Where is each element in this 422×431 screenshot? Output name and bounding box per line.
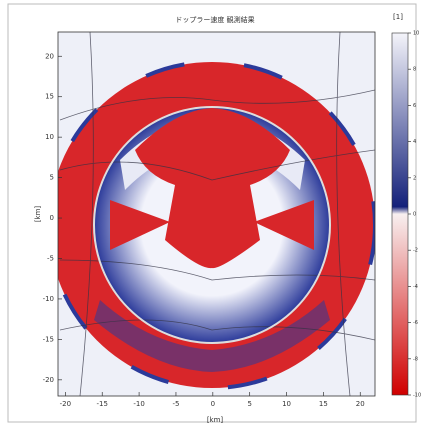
colorbar-label: [1] (393, 13, 403, 21)
x-tick-label: -5 (172, 400, 179, 408)
y-tick-label: 15 (45, 93, 54, 101)
x-tick-label: 15 (319, 400, 328, 408)
colorbar-tick-label: 0 (413, 212, 416, 218)
x-tick-label: 0 (211, 400, 215, 408)
colorbar-tick-label: -2 (413, 248, 418, 254)
y-tick-label: 10 (45, 133, 54, 141)
x-axis-label: [km] (207, 416, 224, 424)
x-tick-label: 10 (282, 400, 291, 408)
colorbar-tick-label: -4 (413, 284, 418, 290)
x-tick-label: 20 (356, 400, 365, 408)
colorbar-tick-label: 10 (413, 31, 419, 37)
x-tick-label: -10 (133, 400, 144, 408)
colorbar-tick-label: -10 (413, 393, 421, 399)
chart-title: ドップラー速度 観測結果 (175, 15, 254, 24)
y-tick-label: 20 (45, 52, 54, 60)
colorbar-tick-label: -6 (413, 320, 418, 326)
colorbar-tick-label: 2 (413, 175, 416, 181)
y-tick-label: -5 (47, 254, 54, 262)
y-tick-label: -10 (43, 295, 54, 303)
colorbar-tick-label: 8 (413, 67, 416, 73)
x-tick-label: -15 (97, 400, 108, 408)
y-tick-label: 5 (50, 174, 54, 182)
field (49, 32, 375, 396)
y-tick-label: -20 (43, 376, 54, 384)
y-tick-label: 0 (50, 214, 54, 222)
x-tick-label: 5 (247, 400, 251, 408)
x-tick-label: -20 (60, 400, 71, 408)
y-axis-label: [km] (34, 206, 42, 223)
colorbar (392, 33, 408, 395)
chart: ドップラー速度 観測結果 [1] [km] [km] -20-15-10-505… (0, 0, 422, 427)
y-tick-label: -15 (43, 335, 54, 343)
colorbar-tick-label: 6 (413, 103, 416, 109)
colorbar-tick-label: 4 (413, 139, 416, 145)
colorbar-tick-label: -8 (413, 356, 418, 362)
